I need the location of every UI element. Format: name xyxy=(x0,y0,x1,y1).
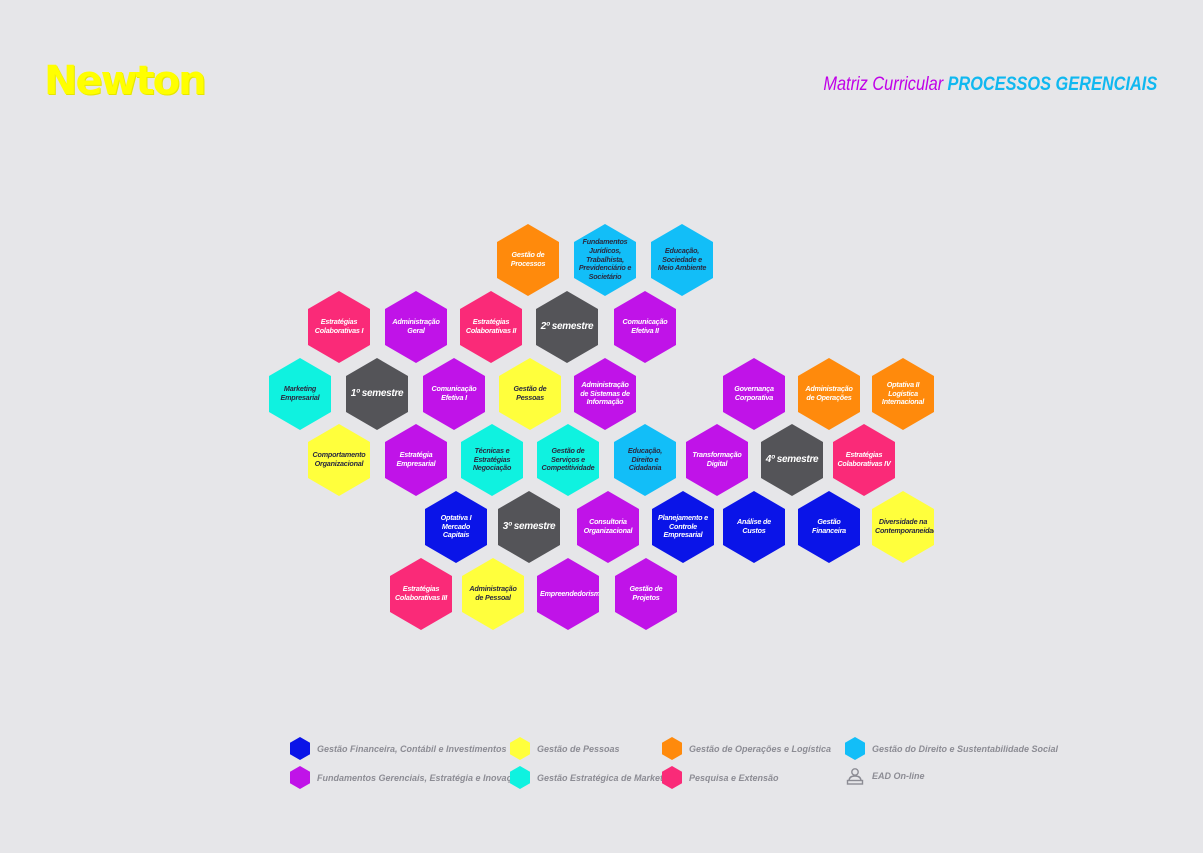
legend-ead-online: EAD On-line xyxy=(845,766,925,786)
hex-semestre-3: 3º semestre xyxy=(498,491,560,563)
hex-gestao-processos: Gestão de Processos xyxy=(497,224,559,296)
page-title: Matriz Curricular PROCESSOS GERENCIAIS xyxy=(823,74,1157,96)
hex-administracao-operacoes: Administração de Operações xyxy=(798,358,860,430)
hex-comunicacao-efetiva-1: Comunicação Efetiva I xyxy=(423,358,485,430)
hex-tecnicas-negociacao: Técnicas e Estratégias Negociação xyxy=(461,424,523,496)
legend-gestao-marketing: Gestão Estratégica de Marketing xyxy=(510,766,677,789)
hex-admin-sistemas-informacao: Administração de Sistemas de Informação xyxy=(574,358,636,430)
legend-fundamentos-gerenciais: Fundamentos Gerenciais, Estratégia e Ino… xyxy=(290,766,522,789)
legend-swatch xyxy=(510,766,530,789)
hex-estrategia-empresarial: Estratégia Empresarial xyxy=(385,424,447,496)
legend-swatch xyxy=(510,737,530,760)
hex-fundamentos-juridicos: Fundamentos Jurídicos, Trabalhista, Prev… xyxy=(574,224,636,296)
hex-comportamento-organizacional: Comportamento Organizacional xyxy=(308,424,370,496)
hex-transformacao-digital: Transformação Digital xyxy=(686,424,748,496)
legend-gestao-operacoes: Gestão de Operações e Logística xyxy=(662,737,831,760)
legend-swatch xyxy=(845,737,865,760)
legend-gestao-financeira: Gestão Financeira, Contábil e Investimen… xyxy=(290,737,507,760)
hex-semestre-2: 2º semestre xyxy=(536,291,598,363)
hex-educacao-sociedade: Educação, Sociedade e Meio Ambiente xyxy=(651,224,713,296)
newton-logo: Newton xyxy=(44,58,207,104)
legend-swatch xyxy=(662,737,682,760)
legend-swatch xyxy=(290,766,310,789)
hex-estrategias-colab-3: Estratégias Colaborativas III xyxy=(390,558,452,630)
hex-planejamento-controle: Planejamento e Controle Empresarial xyxy=(652,491,714,563)
hex-gestao-pessoas: Gestão de Pessoas xyxy=(499,358,561,430)
hex-administracao-geral: Administração Geral xyxy=(385,291,447,363)
hex-semestre-1: 1º semestre xyxy=(346,358,408,430)
legend-gestao-pessoas: Gestão de Pessoas xyxy=(510,737,620,760)
person-laptop-icon xyxy=(846,768,864,785)
hex-governanca-corporativa: Governança Corporativa xyxy=(723,358,785,430)
hex-estrategias-colab-1: Estratégias Colaborativas I xyxy=(308,291,370,363)
hex-optativa-1: Optativa I Mercado Capitais xyxy=(425,491,487,563)
legend-swatch xyxy=(290,737,310,760)
hex-semestre-4: 4º semestre xyxy=(761,424,823,496)
hex-administracao-pessoal: Administração de Pessoal xyxy=(462,558,524,630)
legend-pesquisa-extensao: Pesquisa e Extensão xyxy=(662,766,779,789)
hex-gestao-financeira: Gestão Financeira xyxy=(798,491,860,563)
title-prefix: Matriz Curricular xyxy=(823,74,943,95)
hex-comunicacao-efetiva-2: Comunicação Efetiva II xyxy=(614,291,676,363)
title-main: PROCESSOS GERENCIAIS xyxy=(947,74,1157,95)
hex-estrategias-colab-4: Estratégias Colaborativas IV xyxy=(833,424,895,496)
hex-consultoria-organizacional: Consultoria Organizacional xyxy=(577,491,639,563)
hex-optativa-2: Optativa II Logística Internacional xyxy=(872,358,934,430)
hex-educacao-direito: Educação, Direito e Cidadania xyxy=(614,424,676,496)
legend-swatch xyxy=(662,766,682,789)
hex-gestao-projetos: Gestão de Projetos xyxy=(615,558,677,630)
legend-gestao-direito: Gestão do Direito e Sustentabilidade Soc… xyxy=(845,737,1058,760)
hex-diversidade: Diversidade na Contemporaneidade xyxy=(872,491,934,563)
hex-marketing-empresarial: Marketing Empresarial xyxy=(269,358,331,430)
hex-analise-custos: Análise de Custos xyxy=(723,491,785,563)
hex-estrategias-colab-2: Estratégias Colaborativas II xyxy=(460,291,522,363)
hex-empreendedorismo: Empreendedorismo xyxy=(537,558,599,630)
hex-gestao-servicos: Gestão de Serviços e Competitividade xyxy=(537,424,599,496)
